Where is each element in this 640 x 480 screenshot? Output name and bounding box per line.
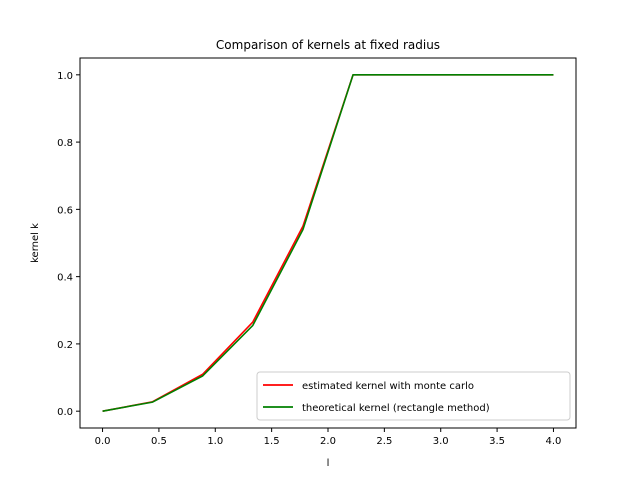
legend-label-estimated: estimated kernel with monte carlo	[302, 381, 474, 392]
x-tick-label: 0.0	[95, 436, 111, 447]
x-tick-label: 2.0	[320, 436, 336, 447]
x-tick-label: 2.5	[376, 436, 392, 447]
x-tick-label: 1.5	[264, 436, 280, 447]
y-axis: 0.0 0.2 0.4 0.6 0.8 1.0	[57, 71, 80, 418]
x-tick-label: 3.0	[433, 436, 449, 447]
y-tick-label: 0.8	[57, 138, 73, 149]
y-tick-label: 1.0	[57, 71, 73, 82]
plot-lines	[102, 74, 554, 412]
series-line-theoretical	[102, 74, 554, 412]
y-tick-label: 0.0	[57, 407, 73, 418]
legend-label-theoretical: theoretical kernel (rectangle method)	[302, 403, 490, 414]
chart-title: Comparison of kernels at fixed radius	[216, 38, 440, 52]
x-tick-label: 4.0	[546, 436, 562, 447]
x-axis-label: l	[327, 458, 330, 469]
x-tick-label: 3.5	[489, 436, 505, 447]
legend-box	[256, 371, 571, 421]
x-axis: 0.0 0.5 1.0 1.5 2.0 2.5 3.0 3.5 4.0	[95, 428, 562, 447]
y-axis-label: kernel k	[30, 223, 41, 263]
y-tick-label: 0.2	[57, 340, 73, 351]
legend: estimated kernel with monte carlo theore…	[256, 371, 571, 421]
y-tick-label: 0.6	[57, 205, 73, 216]
x-tick-label: 0.5	[151, 436, 167, 447]
x-tick-label: 1.0	[207, 436, 223, 447]
y-tick-label: 0.4	[57, 273, 73, 284]
